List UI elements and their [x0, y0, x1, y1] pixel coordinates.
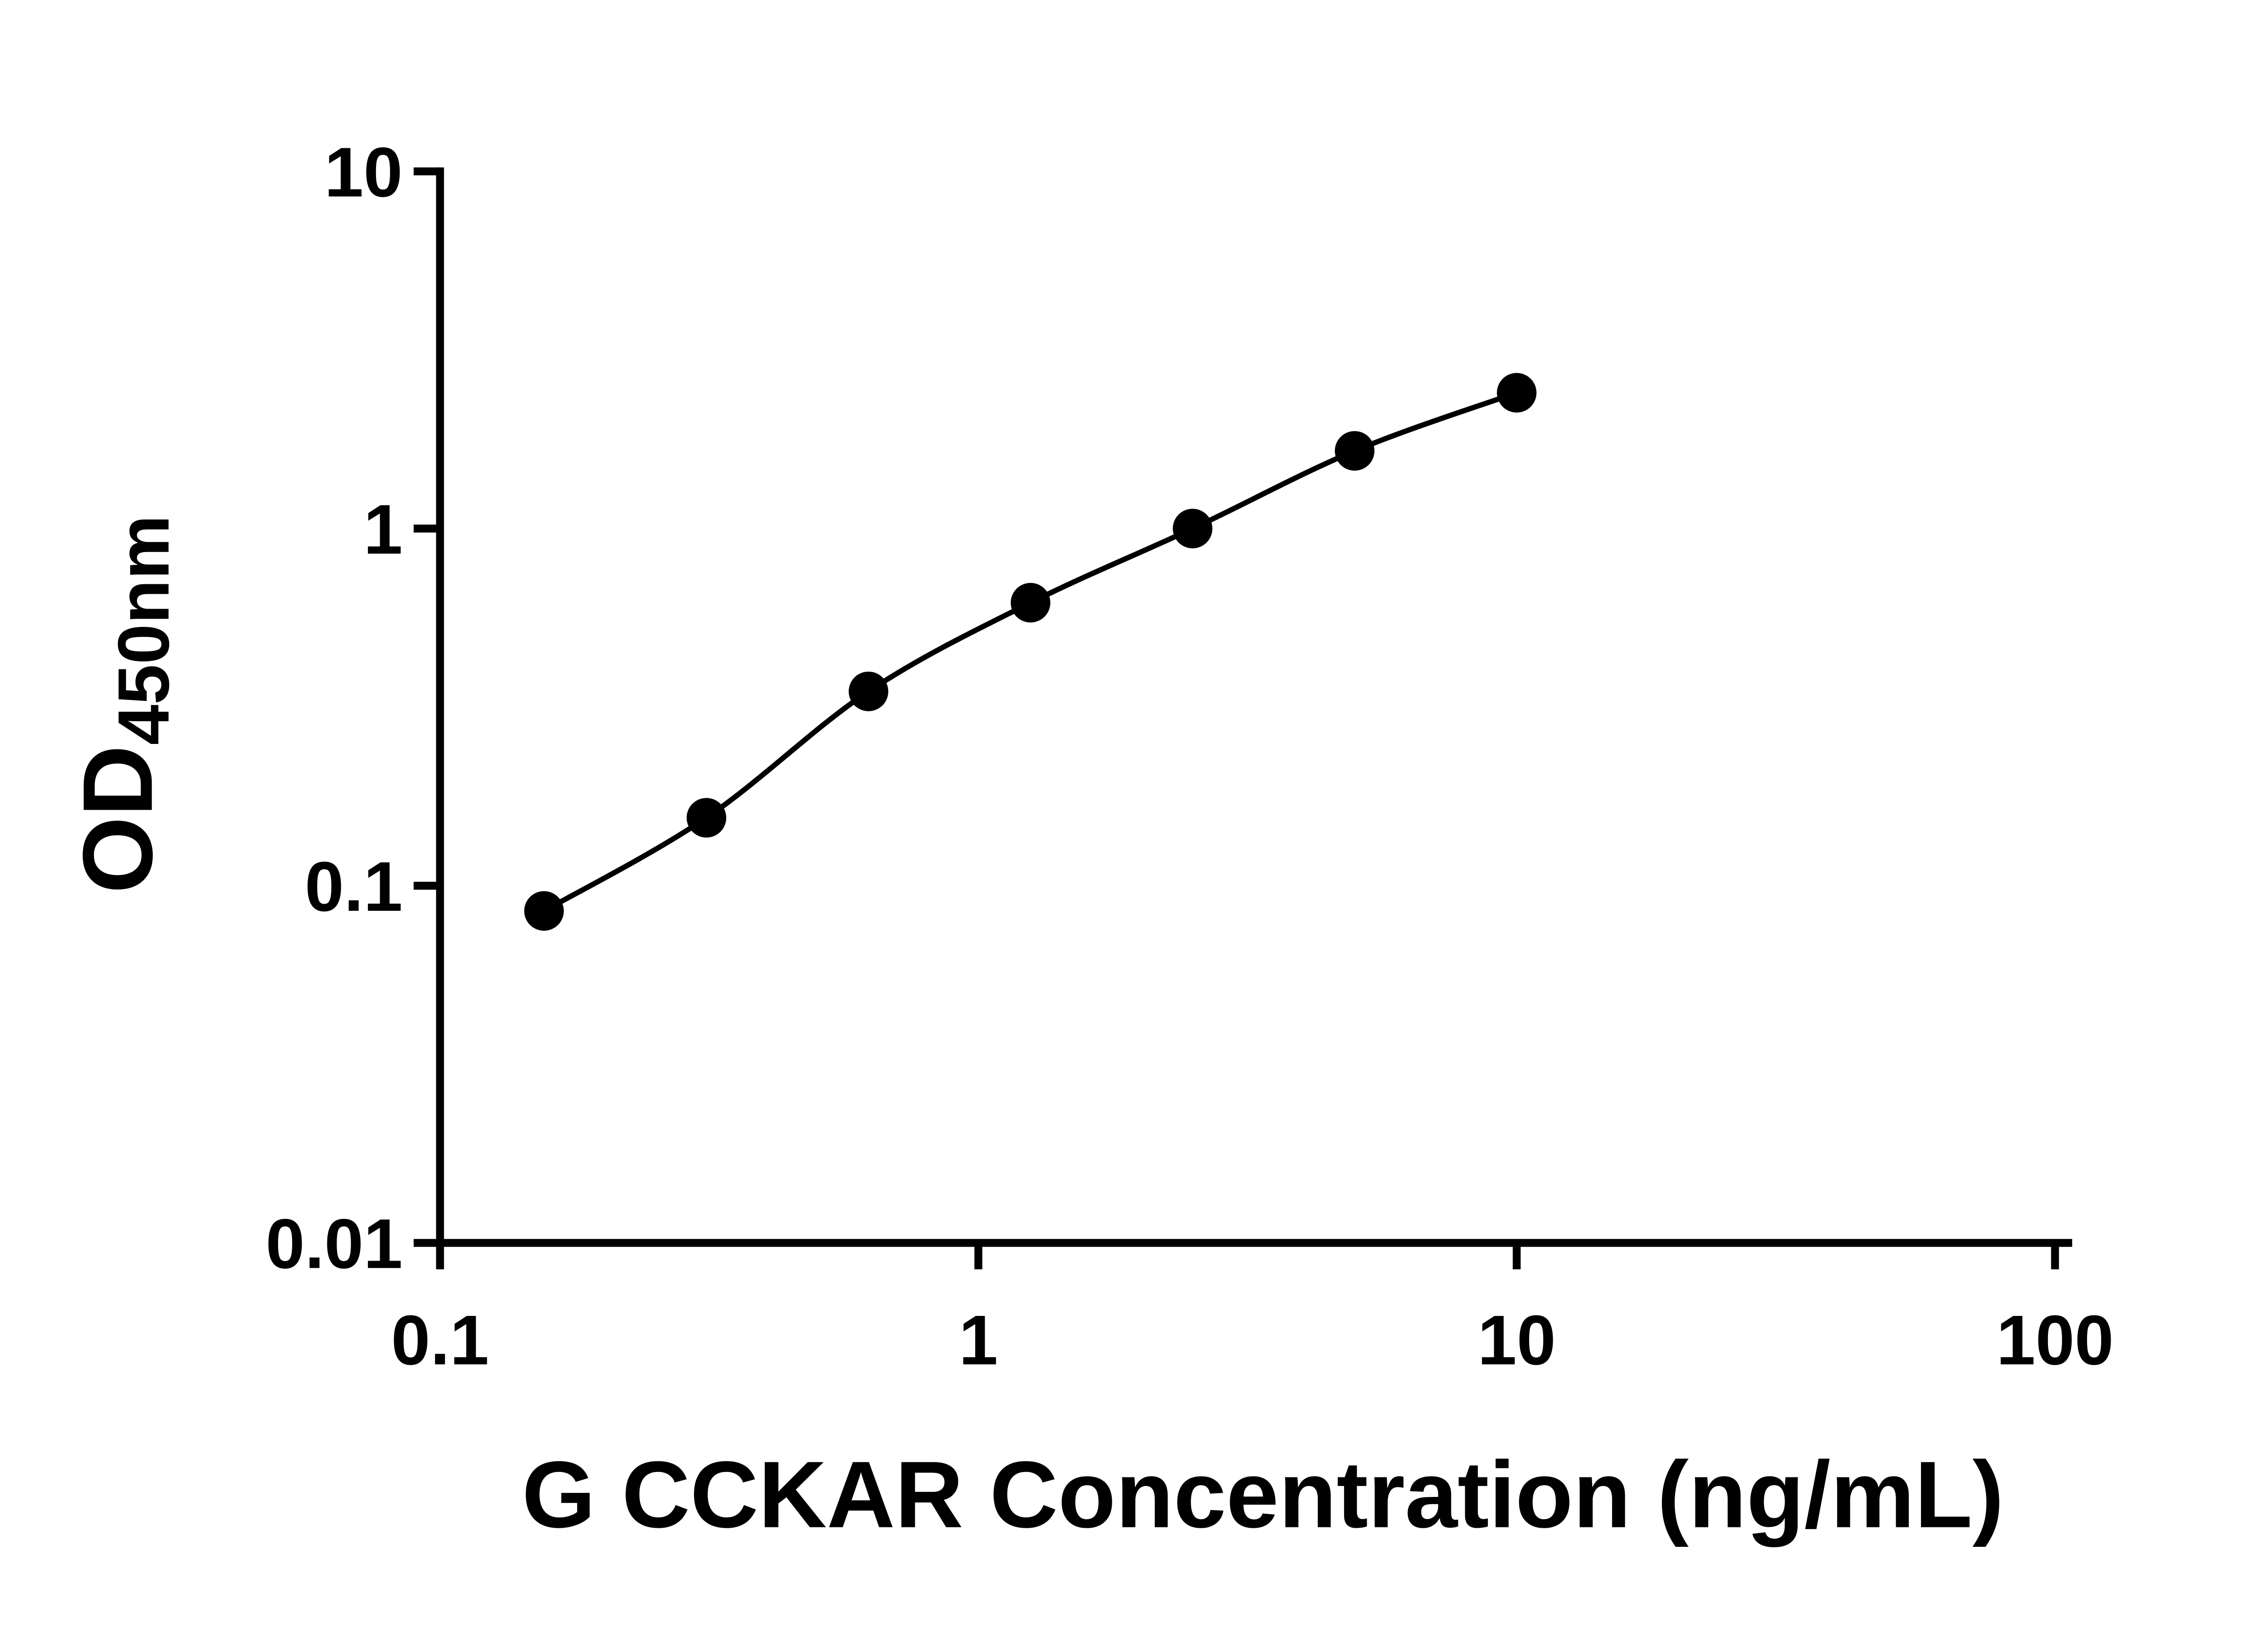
- y-tick-label: 0.01: [266, 1204, 403, 1283]
- x-tick-label: 1: [959, 1301, 998, 1379]
- plot-area: 0.1 1 10 100 0.01 0.1 1 10: [266, 132, 2114, 1379]
- y-tick-label: 1: [363, 490, 402, 569]
- data-point: [1011, 583, 1051, 623]
- y-axis-title-main: OD: [63, 745, 173, 893]
- x-tick-label: 0.1: [391, 1301, 489, 1379]
- data-point: [1334, 431, 1375, 471]
- y-axis-title-sub: 450nm: [103, 515, 184, 745]
- data-point: [1497, 373, 1537, 413]
- data-point: [686, 798, 727, 838]
- y-tick-label: 0.1: [305, 847, 403, 926]
- x-tick-label: 100: [1996, 1301, 2114, 1379]
- y-axis-title: OD450nm: [63, 515, 184, 894]
- y-tick-label: 10: [324, 132, 403, 211]
- fit-curve: [543, 390, 1518, 914]
- x-tick-label: 10: [1477, 1301, 1556, 1379]
- data-point: [848, 671, 889, 711]
- data-point: [524, 891, 564, 931]
- axes-frame: [436, 167, 2072, 1247]
- x-axis-title: G CCKAR Concentration (ng/mL): [522, 1442, 2004, 1548]
- data-point: [1173, 508, 1212, 548]
